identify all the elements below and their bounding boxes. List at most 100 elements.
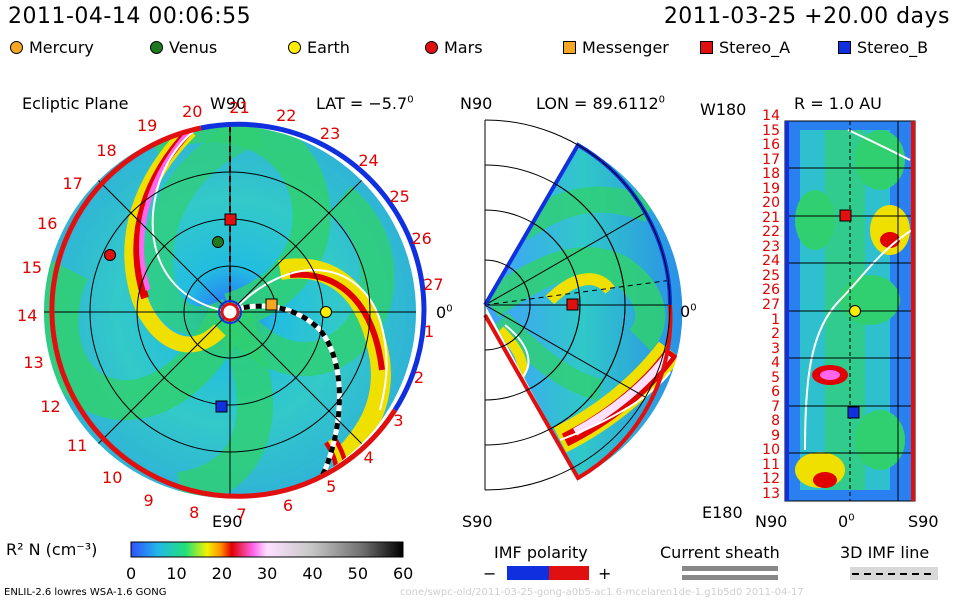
colorbar-tick: 60 [393,564,414,583]
carrington-number: 20 [182,101,203,121]
imf-plus-label: + [598,564,612,583]
carrington-number: 27 [423,274,444,294]
radial-y-tick: 3 [771,340,780,357]
earth-marker [320,306,332,318]
radial-y-tick: 24 [762,253,780,270]
legend-label: Venus [169,38,218,57]
imf-line-swatch [850,567,938,580]
legend-label: Mercury [29,38,94,57]
model-label: ENLIL-2.6 lowres WSA-1.6 GONG [4,587,167,598]
meridional-panel [483,119,683,491]
carrington-number: 5 [326,476,337,496]
radial-y-tick: 15 [762,122,780,139]
s90-label: S90 [462,512,493,531]
carrington-number: 13 [23,352,44,372]
zero-value: 0 [680,302,691,321]
radial-y-tick: 5 [771,369,780,386]
radial-y-tick: 14 [762,108,780,124]
legend-label: Messenger [582,38,669,57]
venus-marker-icon [150,41,163,54]
carrington-number: 4 [363,447,374,467]
carrington-number: 25 [389,186,410,206]
radial-y-tick: 17 [762,151,780,168]
zero-degree: 0 [848,512,855,524]
carrington-number: 22 [276,105,297,125]
venus-marker [212,236,224,248]
carrington-number: 8 [189,503,200,523]
legend-item-mars: Mars [425,38,483,57]
left-timestamp: 2011-04-14 00:06:55 [8,4,252,29]
stereo-a-marker [224,213,237,226]
carrington-number: 10 [102,467,123,487]
radial-y-tick: 7 [771,398,780,415]
messenger-marker-icon [563,41,576,54]
mercury-marker-icon [10,41,23,54]
lon-label: LON = 89.61120 [536,94,665,113]
colorbar-tick: 20 [211,564,233,583]
radial-y-tick: 16 [762,137,780,154]
radial-y-tick: 6 [771,384,780,401]
carrington-number: 21 [229,98,250,118]
zero-degree: 0 [446,303,453,315]
carrington-number: 15 [21,258,43,278]
zero-degree: 0 [690,302,697,314]
carrington-number: 3 [393,411,404,431]
imf-polarity-label: IMF polarity [494,543,588,562]
imf-line-label: 3D IMF line [840,543,930,562]
lon-value: LON = 89.6112 [536,94,659,113]
colorbar-label: R² N (cm⁻³) [6,540,98,559]
colorbar-tick: 40 [302,564,323,583]
radial-y-tick: 21 [762,209,780,226]
radial-x-s90: S90 [908,512,939,531]
current-sheath-swatch [682,566,778,580]
mars-marker [104,249,116,261]
w90-label: W90 [210,94,247,113]
colorbar-tick: 50 [347,564,369,583]
radial-x-zero: 00 [838,512,855,531]
radial-y-tick: 11 [762,456,780,473]
colorbar-tick: 0 [126,564,137,583]
ecliptic-zero-label: 00 [436,303,453,322]
radial-y-tick: 22 [762,224,780,241]
carrington-number: 6 [282,496,294,516]
stereo-b-marker [215,400,228,413]
carrington-number: 9 [143,490,154,510]
legend-item-earth: Earth [288,38,350,57]
legend-label: Stereo_A [719,38,791,57]
carrington-number: 12 [40,396,61,416]
legend-label: Earth [307,38,350,57]
w180-label: W180 [700,100,747,119]
lat-label: LAT = −5.70 [316,94,414,113]
n90-label: N90 [460,94,493,113]
colorbar [130,541,404,558]
legend-label: Stereo_B [857,38,929,57]
ecliptic-title: Ecliptic Plane [22,94,129,113]
stereo-a-meridional-marker [566,298,579,311]
radial-y-tick: 20 [762,195,780,212]
radial-y-tick: 23 [762,238,780,255]
carrington-number: 19 [136,116,158,136]
carrington-number: 16 [37,213,58,233]
zero-value: 0 [436,303,447,322]
e180-label: E180 [702,503,743,522]
radial-x-n90: N90 [755,512,788,531]
radial-title: R = 1.0 AU [794,94,882,113]
lat-value: LAT = −5.7 [316,94,408,113]
radial-y-tick: 9 [771,427,780,444]
legend-item-venus: Venus [150,38,217,57]
radial-y-tick: 26 [762,282,780,299]
carrington-number: 11 [67,435,88,455]
watermark: cone/swpc-old/2011-03-25-gong-a0b5-ac1.6… [400,587,804,598]
colorbar-tick: 30 [257,564,278,583]
radial-y-tick: 13 [762,486,780,502]
carrington-number: 23 [319,123,341,143]
carrington-number: 14 [17,305,38,325]
stereo-a-marker-icon [700,41,713,54]
radial-y-tick: 10 [762,442,780,459]
radial-y-tick: 1 [771,311,780,328]
carrington-number: 1 [424,322,435,342]
carrington-number: 7 [236,505,247,525]
meridional-zero-label: 00 [680,302,697,321]
legend-item-mercury: Mercury [10,38,94,57]
carrington-number: 24 [358,151,379,171]
